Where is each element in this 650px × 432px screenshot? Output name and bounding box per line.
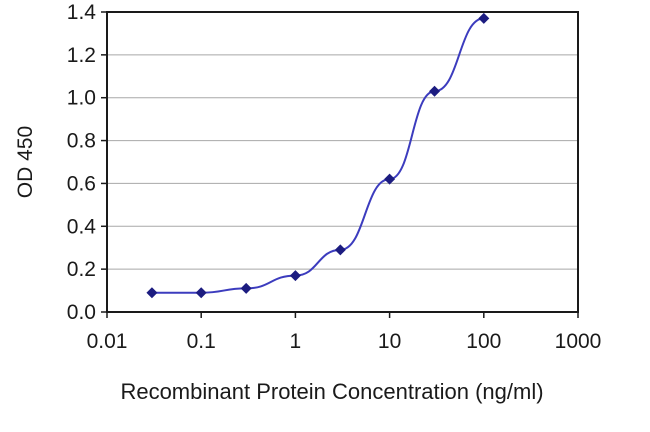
x-axis-title: Recombinant Protein Concentration (ng/ml… bbox=[120, 379, 544, 404]
x-tick-label: 1000 bbox=[555, 330, 602, 353]
data-point-marker bbox=[478, 12, 490, 24]
plot-border bbox=[106, 11, 579, 313]
data-point-marker bbox=[195, 287, 207, 299]
data-point-marker bbox=[289, 270, 301, 282]
data-point-marker bbox=[146, 287, 158, 299]
data-point-marker bbox=[334, 244, 346, 256]
data-point-marker bbox=[240, 282, 252, 294]
series-line bbox=[151, 17, 484, 294]
y-tick-label: 1.4 bbox=[67, 1, 97, 24]
y-tick-label: 0.0 bbox=[67, 301, 96, 324]
x-tick-label: 1 bbox=[290, 330, 302, 353]
x-tick-label: 0.1 bbox=[187, 330, 216, 353]
y-tick-label: 0.8 bbox=[67, 130, 96, 153]
y-tick-label: 0.2 bbox=[67, 258, 96, 281]
x-tick-label: 10 bbox=[378, 330, 401, 353]
y-tick-label: 1.2 bbox=[67, 44, 96, 67]
x-tick-label: 100 bbox=[466, 330, 501, 353]
y-tick-label: 0.4 bbox=[67, 215, 97, 238]
y-tick-label: 0.6 bbox=[67, 172, 96, 195]
y-tick-label: 1.0 bbox=[67, 87, 96, 110]
data-point-marker bbox=[384, 173, 396, 185]
y-axis-title: OD 450 bbox=[14, 125, 37, 199]
data-point-marker bbox=[429, 85, 441, 97]
x-tick-label: 0.01 bbox=[87, 330, 128, 353]
